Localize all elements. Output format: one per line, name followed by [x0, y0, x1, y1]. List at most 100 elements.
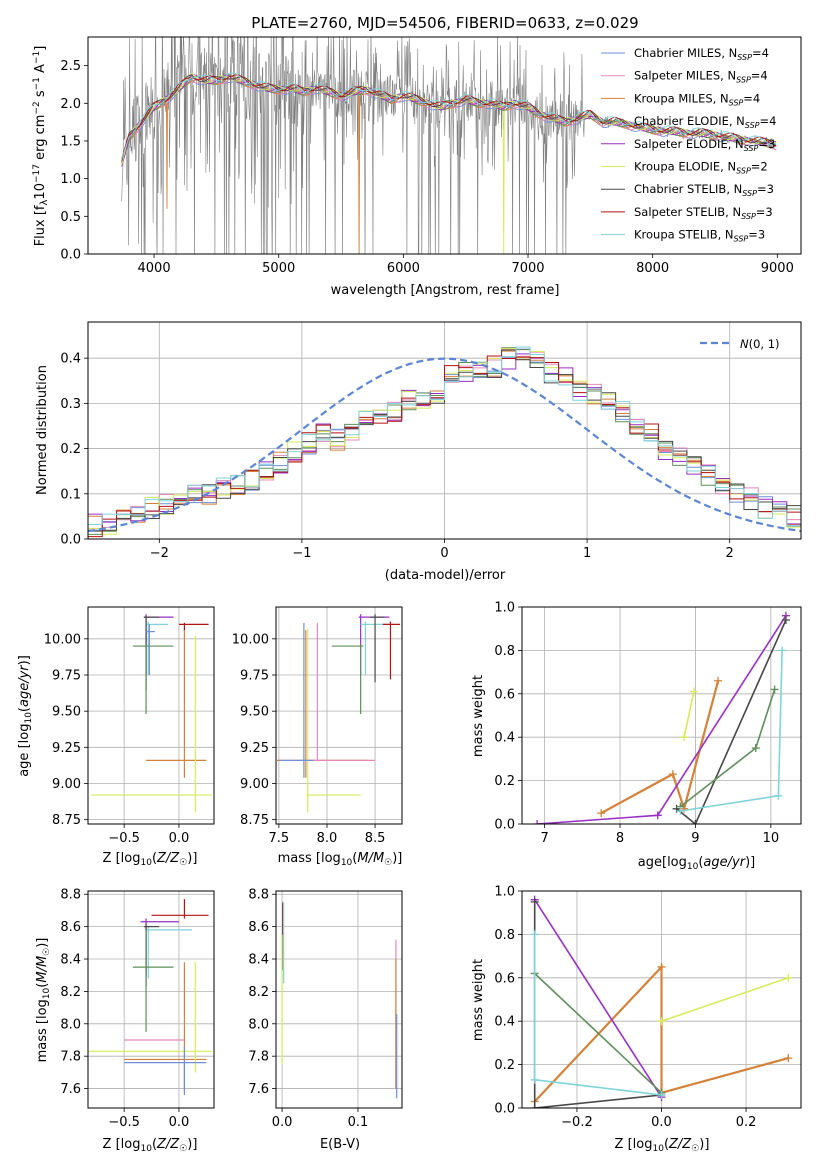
legend-entry: Kroupa MILES, NSSP=4 — [634, 91, 760, 107]
x-axis-label: Z [log10(Z/Z☉)] — [615, 1137, 710, 1154]
y-tick-label: 8.75 — [52, 813, 81, 828]
x-tick-label: 9 — [691, 831, 699, 846]
model-spectrum — [121, 72, 777, 160]
y-tick-label: 0.0 — [494, 1102, 515, 1117]
plot-area — [530, 895, 793, 1108]
y-tick-label: 9.00 — [240, 777, 269, 792]
y-tick-label: 0.2 — [60, 442, 81, 457]
x-tick-label: 9000 — [761, 261, 794, 276]
model-spectrum-dip — [502, 110, 505, 254]
axes-frame — [521, 606, 802, 825]
y-tick-label: 9.75 — [52, 668, 81, 683]
weight-marker — [770, 685, 779, 694]
weight-marker — [657, 962, 666, 971]
y-tick-label: 9.25 — [240, 741, 269, 756]
y-tick-label: 8.75 — [240, 813, 269, 828]
x-tick-label: 0.0 — [169, 831, 190, 846]
plot-area — [88, 346, 801, 538]
model-spectrum-dip — [166, 103, 168, 209]
x-tick-label: 7 — [540, 831, 548, 846]
y-tick-label: 8.2 — [248, 985, 269, 1000]
y-tick-label: 9.00 — [52, 777, 81, 792]
x-tick-label: 0.0 — [169, 1115, 190, 1130]
axes-age-Z: −0.5 0.0 8.75 9.00 9.25 9.50 9.75 10.00 Z [log10… — [17, 606, 215, 868]
x-tick-label: 8.5 — [365, 831, 386, 846]
weight-line — [600, 680, 720, 815]
y-tick-label: 0.6 — [494, 687, 515, 702]
y-tick-label: 0.8 — [494, 644, 515, 659]
x-tick-label: 0 — [440, 546, 448, 561]
x-tick-label: 7000 — [511, 261, 544, 276]
legend-entry: Chabrier STELIB, NSSP=3 — [634, 182, 774, 198]
normal-curve — [88, 357, 801, 533]
axes-residuals: −2 −1 0 1 2 0.0 0.1 0.2 0.3 0.4 N(0, 1) (data-model… — [35, 321, 802, 583]
model-spectrum — [121, 74, 777, 166]
x-axis-label: Z [log10(Z/Z☉)] — [103, 1137, 198, 1154]
x-tick-label: 5000 — [262, 261, 295, 276]
y-tick-label: 0.8 — [494, 928, 515, 943]
y-tick-label: 1.0 — [494, 601, 515, 616]
x-tick-label: −0.5 — [108, 831, 140, 846]
y-tick-label: 7.8 — [248, 1050, 269, 1065]
y-tick-label: 8.6 — [248, 920, 269, 935]
x-axis-label: age — [638, 855, 662, 870]
y-tick-label: 9.50 — [52, 705, 81, 720]
y-tick-label: 1.0 — [494, 885, 515, 900]
weight-marker — [657, 1017, 666, 1026]
weight-marker — [668, 770, 677, 779]
weight-marker — [530, 897, 539, 906]
x-tick-label: 0.0 — [272, 1115, 293, 1130]
histogram-step — [88, 346, 801, 527]
y-axis-label: age [log10(age/yr)] — [17, 655, 34, 777]
weight-line — [533, 964, 789, 1103]
weight-marker — [530, 1104, 539, 1108]
legend-entry: Kroupa STELIB, NSSP=3 — [634, 228, 765, 244]
y-tick-label: 8.4 — [248, 953, 269, 968]
model-spectrum — [121, 74, 777, 162]
figure-title: PLATE=2760, MJD=54506, FIBERID=0633, z=0… — [251, 14, 638, 32]
weight-line — [534, 899, 663, 1098]
y-tick-label: 2.0 — [60, 97, 81, 112]
plot-area — [533, 611, 790, 824]
plot-area — [121, 37, 777, 254]
y-tick-label: 0.0 — [60, 533, 81, 548]
x-axis-label: E(B-V) — [320, 1137, 360, 1152]
weight-marker — [533, 820, 542, 824]
x-tick-label: 8 — [616, 831, 624, 846]
weight-line — [534, 972, 663, 1094]
x-tick-label: −0.5 — [108, 1115, 140, 1130]
y-tick-label: 9.50 — [240, 705, 269, 720]
weight-marker — [774, 791, 783, 800]
x-tick-label: 10 — [763, 831, 780, 846]
y-tick-label: 0.4 — [494, 1015, 515, 1030]
legend-entry: Kroupa ELODIE, NSSP=2 — [634, 160, 768, 176]
y-tick-label: 0.4 — [494, 731, 515, 746]
y-tick-label: 9.25 — [52, 741, 81, 756]
plot-area — [281, 902, 398, 1099]
x-tick-label: 4000 — [138, 261, 171, 276]
weight-line — [683, 691, 695, 738]
y-tick-label: 0.1 — [60, 487, 81, 502]
y-axis-label: Normed distribution — [35, 365, 50, 495]
y-tick-label: 9.75 — [240, 668, 269, 683]
x-axis-label: wavelength [Angstrom, rest frame] — [331, 283, 560, 298]
y-tick-label: 0.4 — [60, 352, 81, 367]
axes-frame — [275, 890, 403, 1109]
y-tick-label: 10.00 — [232, 632, 269, 647]
x-tick-label: 0.0 — [651, 1115, 672, 1130]
legend-entry: Salpeter ELODIE, NSSP=3 — [634, 137, 775, 153]
x-tick-label: −1 — [292, 546, 311, 561]
y-tick-label: 7.6 — [248, 1082, 269, 1097]
y-axis-label: Flux [fλ10−17 erg cm−2 s−1 A−1] — [32, 46, 50, 247]
x-tick-label: 2 — [726, 546, 734, 561]
legend: Chabrier MILES, NSSP=4 Salpeter MILES, NS… — [601, 46, 776, 244]
y-tick-label: 7.6 — [60, 1082, 81, 1097]
y-tick-label: 2.5 — [60, 59, 81, 74]
x-tick-label: 0.2 — [736, 1115, 757, 1130]
axes-frame — [87, 606, 215, 825]
y-axis-label: mass [log10(M/M☉)] — [35, 938, 52, 1063]
y-tick-label: 8.4 — [60, 953, 81, 968]
plot-area — [88, 899, 212, 1096]
x-axis-label-unit: [log10(age/yr)] — [662, 855, 755, 872]
